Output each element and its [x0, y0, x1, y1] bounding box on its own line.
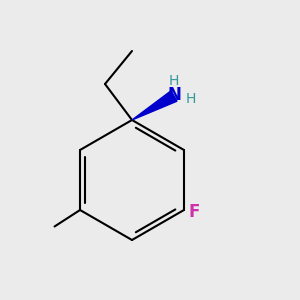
Text: H: H — [169, 74, 179, 88]
Text: N: N — [168, 86, 182, 104]
Text: F: F — [188, 202, 200, 220]
Polygon shape — [132, 91, 177, 120]
Text: H: H — [185, 92, 196, 106]
